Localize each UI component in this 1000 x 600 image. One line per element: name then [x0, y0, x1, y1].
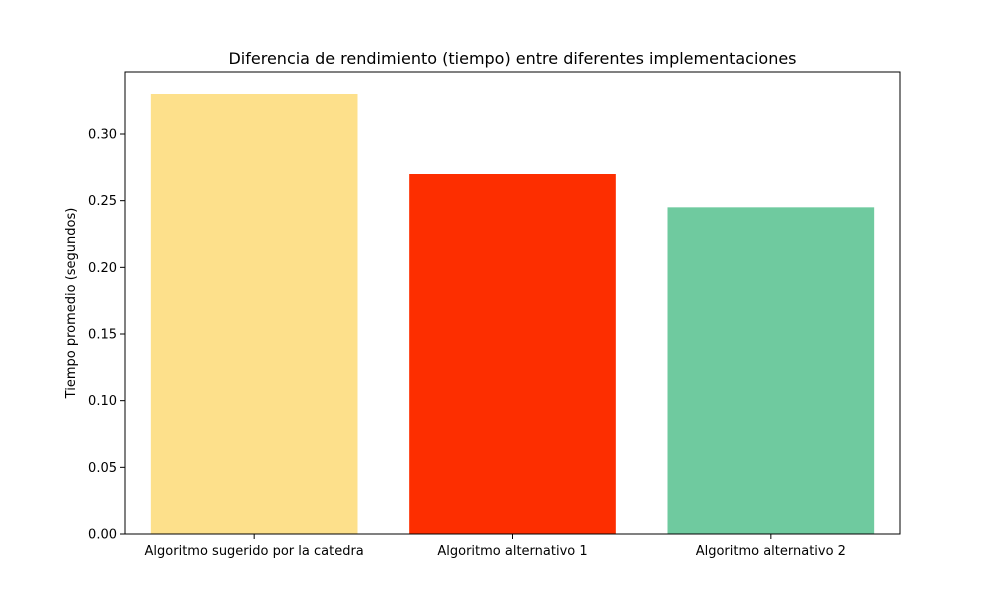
- bar-3: [667, 207, 875, 535]
- bar-2: [409, 174, 616, 534]
- x-tick-label: Algoritmo alternativo 1: [437, 544, 587, 559]
- x-tick-label: Algoritmo alternativo 2: [696, 544, 846, 559]
- y-tick-label: 0.30: [88, 128, 117, 143]
- y-tick-label: 0.10: [88, 394, 117, 409]
- y-axis-label: Tiempo promedio (segundos): [64, 208, 79, 400]
- y-tick-label: 0.05: [88, 461, 117, 476]
- y-tick-label: 0.15: [88, 328, 117, 343]
- y-tick-label: 0.20: [88, 261, 117, 276]
- chart-title: Diferencia de rendimiento (tiempo) entre…: [228, 49, 796, 68]
- plot-area: 0.00 0.05 0.10 0.15 0.20 0.25 0.30 Algoritmo su…: [88, 71, 901, 559]
- bar-1: [150, 94, 358, 534]
- x-tick-label: Algoritmo sugerido por la catedra: [145, 544, 364, 559]
- y-tick-label: 0.00: [88, 528, 117, 543]
- y-tick-label: 0.25: [88, 194, 117, 209]
